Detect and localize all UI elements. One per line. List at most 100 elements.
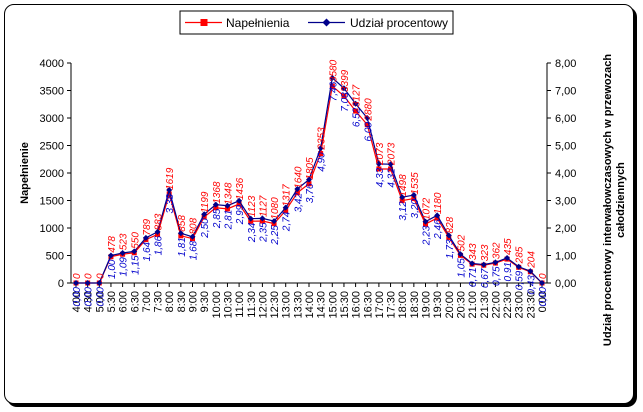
x-tick-label: 7:00 [141, 291, 153, 312]
data-label-napelnienia: 478 [107, 236, 118, 253]
data-point-udzial [410, 192, 417, 198]
data-point-udzial [224, 202, 231, 209]
data-label-udzial: 1,68 [189, 240, 200, 260]
data-label-napelnienia: 828 [445, 216, 456, 233]
data-label-udzial: 4,90 [317, 152, 328, 172]
data-label-napelnienia: 0 [72, 273, 83, 279]
data-point-udzial [107, 252, 114, 259]
data-label-udzial: 2,85 [212, 208, 223, 229]
data-label-udzial: 3,12 [398, 201, 409, 221]
data-label-napelnienia: 1619 [165, 167, 176, 190]
data-label-napelnienia: 1180 [433, 192, 444, 214]
data-point-napelnienia [236, 201, 242, 207]
data-label-udzial: 2,81 [223, 210, 234, 230]
data-point-napelnienia [376, 166, 382, 172]
data-point-napelnienia [329, 83, 335, 89]
y-tick-label: 1000 [40, 223, 64, 235]
x-tick-label: 4:30 [83, 291, 95, 312]
data-label-udzial: 1,05 [456, 258, 467, 278]
data-point-napelnienia [341, 93, 347, 99]
data-label-napelnienia: 204 [526, 251, 537, 269]
y-tick-label: 3500 [40, 86, 64, 98]
data-point-udzial [527, 268, 534, 275]
data-label-udzial: 1,64 [142, 241, 153, 261]
x-tick-label: 19:30 [432, 291, 444, 319]
y2-axis-title: Udział procentowy interwałowczasowych w … [602, 54, 627, 346]
x-axis: 4:00 4:30 5:00 5:30 6:00 6:30 7:00 7:30 8:00 8:30… [71, 283, 549, 319]
x-tick-label: 15:00 [327, 291, 339, 319]
data-point-udzial [294, 185, 301, 192]
data-point-udzial [306, 176, 312, 183]
data-label-napelnienia: 808 [189, 217, 200, 234]
data-label-napelnienia: 0 [538, 273, 549, 279]
y2-axis-title-line: całodziennych [615, 162, 627, 238]
y2-tick-label: 7,00 [555, 86, 576, 98]
x-tick-label: 21:30 [479, 291, 491, 319]
data-label-udzial: 2,46 [433, 219, 444, 240]
data-label-napelnienia: 0 [84, 273, 95, 279]
data-label-udzial: 0,75 [491, 266, 502, 286]
x-tick-label: 11:00 [234, 291, 246, 318]
data-point-udzial [247, 215, 254, 222]
data-point-udzial [96, 280, 103, 286]
data-label-napelnienia: 1498 [398, 174, 409, 197]
data-label-udzial: 4,33 [375, 167, 386, 187]
data-point-udzial [399, 194, 406, 201]
data-label-udzial: 0,00 [72, 287, 83, 307]
data-point-udzial [387, 161, 394, 168]
y2-tick-label: 8,00 [555, 58, 576, 70]
data-point-napelnienia [306, 181, 312, 187]
data-point-udzial [142, 234, 149, 241]
data-point-udzial [504, 254, 511, 261]
data-label-napelnienia: 3127 [352, 84, 363, 107]
data-label-napelnienia: 0 [95, 273, 106, 279]
x-tick-label: 9:30 [199, 291, 211, 312]
data-point-udzial [84, 280, 91, 286]
data-label-napelnienia: 362 [491, 242, 502, 259]
data-point-udzial [154, 228, 161, 235]
data-label-napelnienia: 2073 [375, 142, 386, 166]
data-point-udzial [119, 250, 126, 257]
data-label-udzial: 3,42 [293, 193, 304, 213]
data-label-udzial: 6,00 [363, 122, 374, 142]
y-tick-label: 1500 [40, 196, 64, 208]
data-label-napelnienia: 1436 [235, 177, 246, 200]
data-label-napelnienia: 1072 [422, 197, 433, 220]
data-label-udzial: 1,86 [154, 235, 165, 255]
x-tick-label: 15:30 [339, 291, 351, 319]
data-label-napelnienia: 1368 [212, 181, 223, 204]
x-tick-label: 14:30 [316, 291, 328, 319]
data-label-napelnienia: 323 [480, 244, 491, 261]
legend-entry-napelnienia: Napełnienia [185, 16, 290, 30]
data-point-napelnienia [318, 151, 324, 157]
y2-tick-label: 0,00 [555, 278, 576, 290]
data-point-udzial [480, 261, 487, 268]
x-tick-label: 12:30 [269, 291, 281, 319]
data-point-udzial [236, 197, 243, 204]
x-tick-label: 16:00 [351, 291, 363, 319]
x-tick-label: 14:00 [304, 291, 316, 319]
legend-entry-udzial: Udział procentowy [308, 16, 448, 30]
data-label-udzial: 6,52 [352, 107, 363, 127]
data-label-udzial: 3,20 [410, 199, 421, 219]
data-point-udzial [212, 201, 219, 208]
x-tick-label: 18:00 [397, 291, 409, 319]
data-point-napelnienia [388, 166, 394, 172]
data-point-udzial [492, 259, 499, 266]
data-label-udzial: 0,00 [538, 287, 549, 307]
data-label-napelnienia: 435 [503, 238, 514, 255]
x-tick-label: 6:00 [118, 291, 130, 312]
x-tick-label: 22:30 [502, 291, 514, 319]
data-label-udzial: 1,00 [107, 259, 118, 279]
data-point-napelnienia [294, 190, 300, 196]
y2-tick-label: 2,00 [555, 223, 576, 235]
data-label-udzial: 2,25 [270, 225, 281, 246]
x-tick-label: 5:00 [94, 291, 106, 312]
data-label-napelnienia: 3399 [340, 69, 351, 92]
data-label-udzial: 0,59 [515, 270, 526, 290]
data-point-udzial [515, 263, 522, 270]
data-label-napelnienia: 2073 [387, 142, 398, 166]
x-tick-label: 20:30 [455, 291, 467, 319]
data-label-udzial: 7,08 [340, 92, 351, 112]
